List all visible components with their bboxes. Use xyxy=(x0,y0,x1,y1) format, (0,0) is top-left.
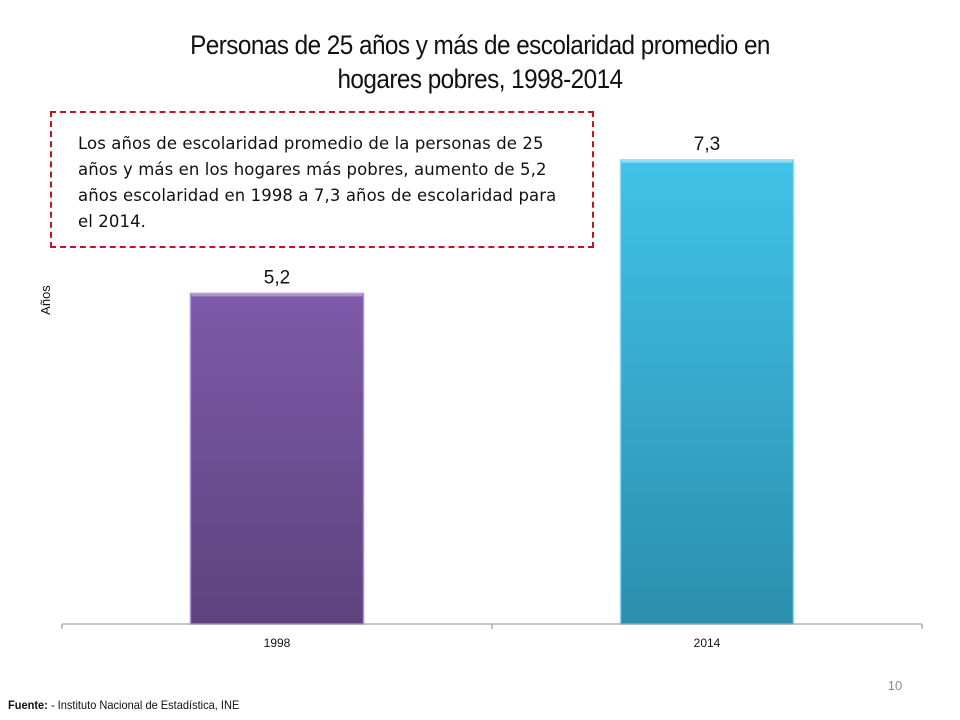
x-tick-label-1998: 1998 xyxy=(264,636,291,650)
data-label-2014: 7,3 xyxy=(694,134,720,155)
source-text: - Instituto Nacional de Estadística, INE xyxy=(47,698,240,712)
slide-title-line-2: hogares pobres, 1998-2014 xyxy=(337,64,623,94)
annotation-box: Los años de escolaridad promedio de la p… xyxy=(50,111,594,248)
y-axis-label: Años xyxy=(38,285,53,315)
bar-1998 xyxy=(189,292,365,625)
slide-title-line-1: Personas de 25 años y más de escolaridad… xyxy=(190,30,770,60)
source-label: Fuente: xyxy=(8,698,48,712)
bar-2014 xyxy=(619,159,795,625)
bar-highlight-2014 xyxy=(621,159,793,163)
annotation-text: Los años de escolaridad promedio de la p… xyxy=(78,134,557,231)
page-number: 10 xyxy=(887,678,903,693)
data-label-1998: 5,2 xyxy=(264,267,290,288)
bar-highlight-1998 xyxy=(191,293,363,297)
slide-title: Personas de 25 años y más de escolaridad… xyxy=(120,28,840,96)
x-tick-label-2014: 2014 xyxy=(694,636,721,650)
source-note: Fuente: - Instituto Nacional de Estadíst… xyxy=(8,698,239,712)
